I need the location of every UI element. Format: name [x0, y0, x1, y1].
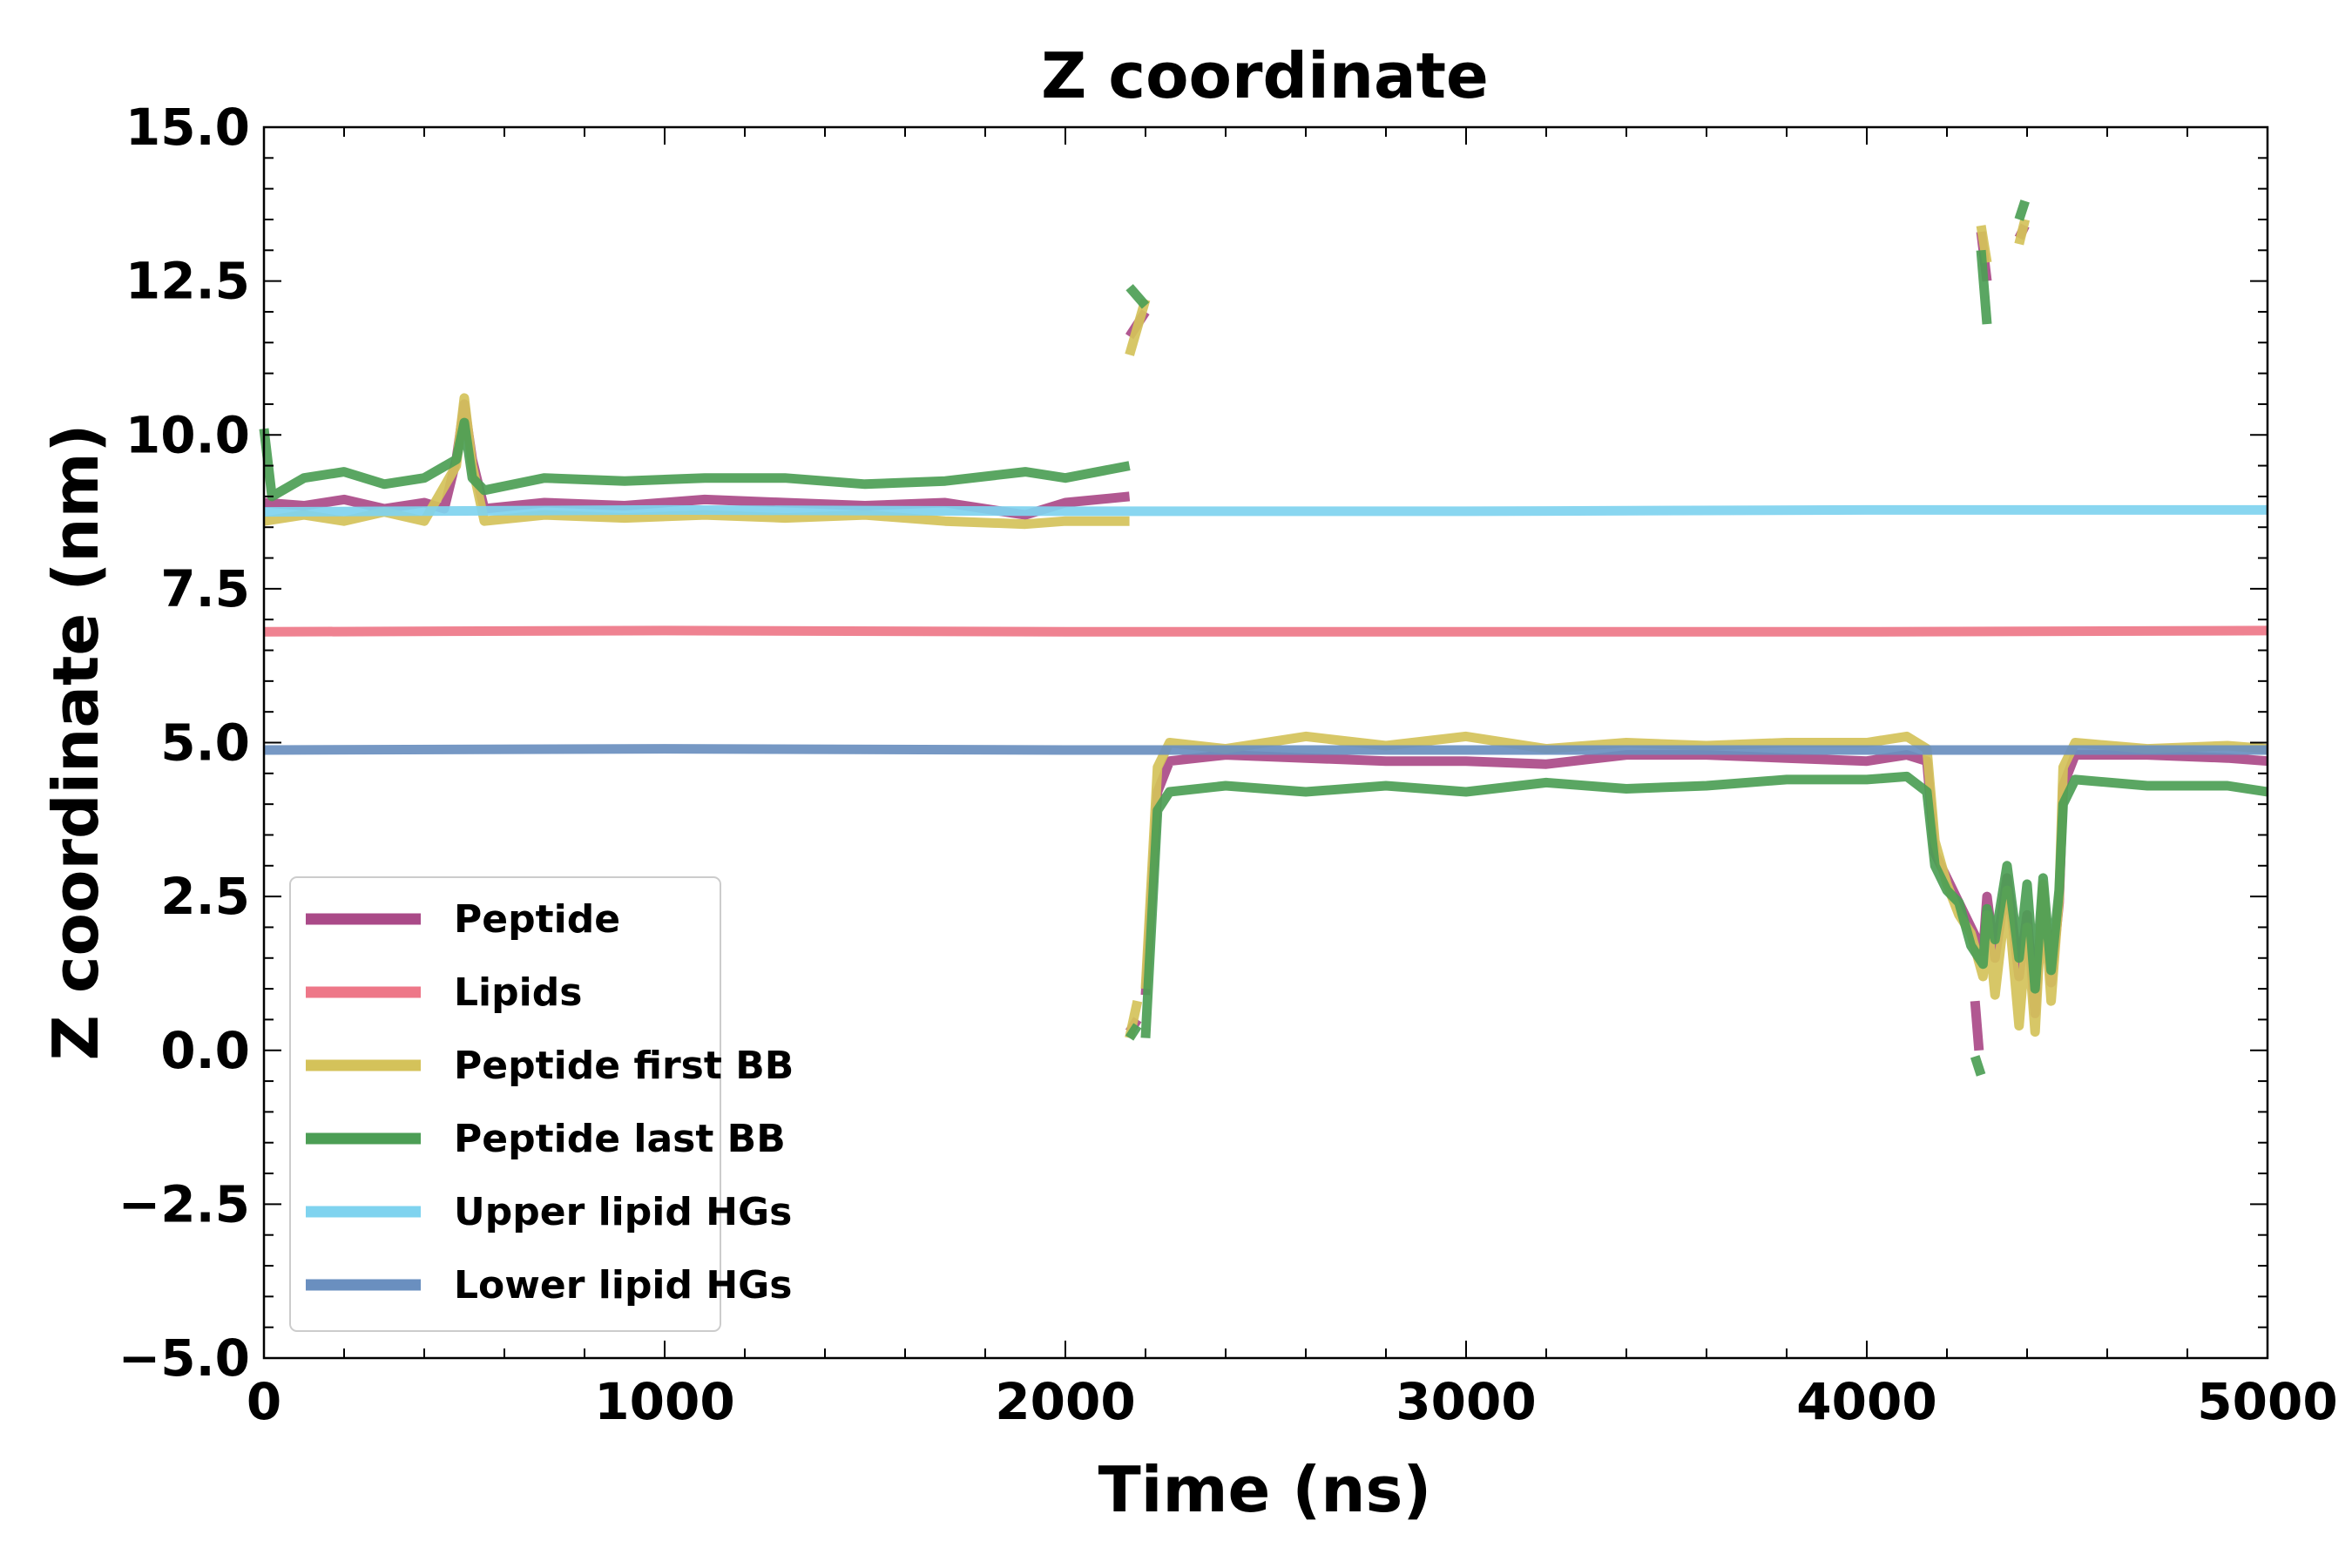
series-line-2-segment-5: [2014, 218, 2031, 246]
x-tick-label: 4000: [1796, 1372, 1936, 1431]
legend-entry-label: Lipids: [454, 970, 582, 1015]
x-tick-label: 3000: [1396, 1372, 1536, 1431]
y-tick-label: 15.0: [125, 98, 250, 157]
series-line-3-segment-2: [1125, 284, 1150, 309]
y-tick-label: 0.0: [160, 1021, 250, 1080]
axis-tick-labels: 0 1000 2000 3000 4000 5000 −5.0 −2.5 0.0 2.5 5.0 7.…: [118, 98, 2338, 1431]
y-tick-label: 2.5: [160, 867, 250, 926]
y-tick-label: −2.5: [118, 1174, 250, 1233]
legend-entry-label: Lower lipid HGs: [454, 1263, 792, 1308]
series-line-3-segment-5: [2014, 199, 2030, 221]
x-tick-label: 2000: [995, 1372, 1135, 1431]
legend-entry-label: Peptide last BB: [454, 1117, 786, 1161]
y-tick-label: 7.5: [160, 559, 250, 618]
x-tick-label: 0: [247, 1372, 281, 1431]
series-line-5-segment-0: [263, 744, 2268, 755]
series-line-3-segment-3: [1140, 771, 2268, 1038]
legend-entry-label: Peptide: [454, 897, 620, 942]
legend-entry-label: Upper lipid HGs: [454, 1190, 792, 1234]
series-line-0-segment-6: [1970, 1000, 1984, 1051]
x-tick-label: 1000: [594, 1372, 734, 1431]
y-tick-label: 5.0: [160, 713, 250, 773]
x-axis-label: Time (ns): [1098, 1453, 1432, 1526]
axis-ticks: [263, 126, 2268, 1359]
series-line-0-segment-0: [263, 399, 1131, 520]
legend: Peptide Lipids Peptide first BB Peptide las…: [289, 876, 794, 1332]
series-line-3-segment-6: [1970, 1055, 1986, 1077]
plot-lines: [259, 199, 2268, 1077]
series-line-1-segment-0: [263, 625, 2268, 637]
x-tick-label: 5000: [2197, 1372, 2337, 1431]
y-axis-label: Z coordinate (nm): [39, 424, 112, 1061]
y-tick-label: 12.5: [125, 252, 250, 311]
series-line-3-segment-1: [1125, 1023, 1142, 1041]
series-line-3-segment-0: [259, 417, 1131, 502]
legend-entry-label: Peptide first BB: [454, 1044, 794, 1088]
chart-title: Z coordinate: [1041, 39, 1489, 112]
series-line-3-segment-4: [1976, 249, 1992, 325]
y-tick-label: 10.0: [125, 405, 250, 464]
series-line-4-segment-0: [263, 504, 2268, 517]
series-line-2-segment-2: [1125, 298, 1151, 356]
y-tick-label: −5.0: [118, 1328, 250, 1388]
